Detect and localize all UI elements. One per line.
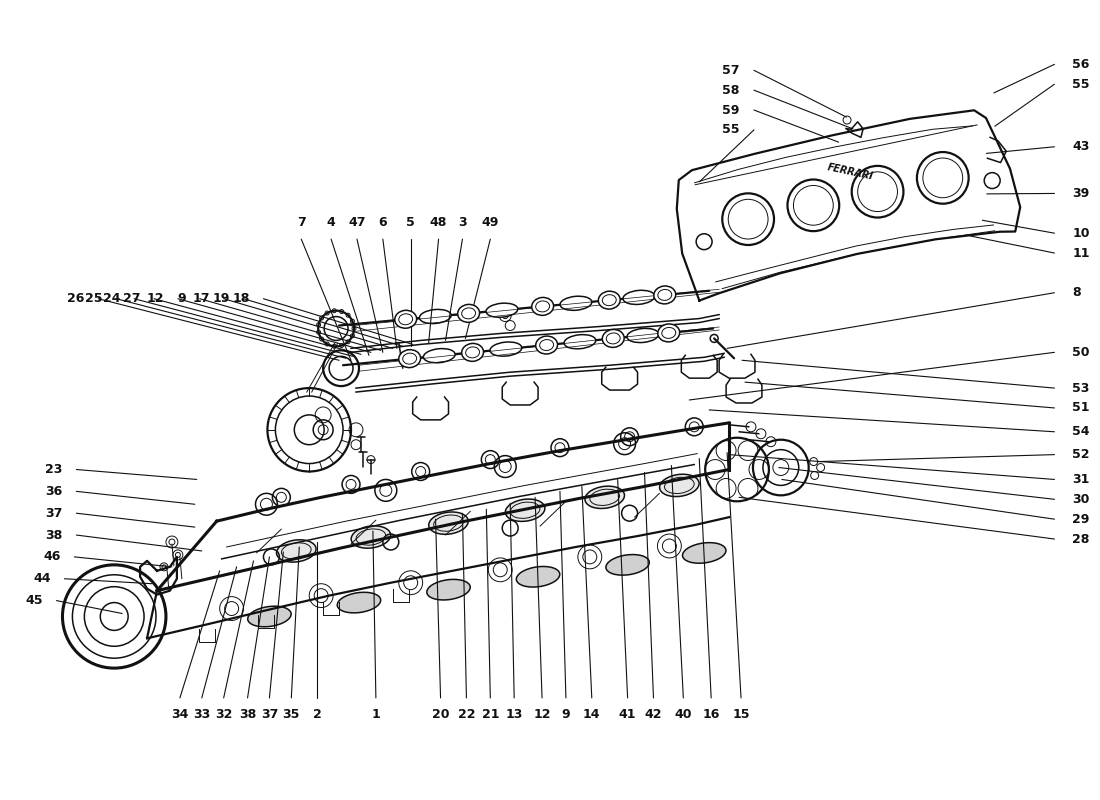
Text: 21: 21 xyxy=(482,708,499,721)
Ellipse shape xyxy=(338,592,381,613)
Text: 30: 30 xyxy=(1072,493,1090,506)
Text: 44: 44 xyxy=(33,572,51,586)
Text: 38: 38 xyxy=(45,529,63,542)
Text: 20: 20 xyxy=(432,708,449,721)
Text: 52: 52 xyxy=(1072,448,1090,461)
Text: 6: 6 xyxy=(378,216,387,229)
Text: 55: 55 xyxy=(722,123,739,136)
Ellipse shape xyxy=(248,606,292,626)
Text: 27: 27 xyxy=(122,292,140,306)
Text: 53: 53 xyxy=(1072,382,1090,394)
Text: 48: 48 xyxy=(430,216,448,229)
Text: 45: 45 xyxy=(25,594,43,607)
Ellipse shape xyxy=(462,343,484,362)
Text: 12: 12 xyxy=(146,292,164,306)
Text: 41: 41 xyxy=(619,708,637,721)
Text: 54: 54 xyxy=(1072,426,1090,438)
Text: 5: 5 xyxy=(406,216,415,229)
Text: 2: 2 xyxy=(312,708,321,721)
Text: 28: 28 xyxy=(1072,533,1090,546)
Text: 14: 14 xyxy=(583,708,601,721)
Text: 8: 8 xyxy=(1072,286,1081,299)
Text: 36: 36 xyxy=(45,485,63,498)
Text: 37: 37 xyxy=(261,708,278,721)
Text: 34: 34 xyxy=(172,708,188,721)
Ellipse shape xyxy=(424,349,455,362)
Text: 56: 56 xyxy=(1072,58,1090,71)
Text: 38: 38 xyxy=(239,708,256,721)
Text: 4: 4 xyxy=(327,216,336,229)
Ellipse shape xyxy=(603,330,624,347)
Text: 37: 37 xyxy=(45,506,63,520)
Ellipse shape xyxy=(598,291,620,309)
Ellipse shape xyxy=(623,290,654,305)
Text: 18: 18 xyxy=(232,292,250,306)
Text: 11: 11 xyxy=(1072,246,1090,259)
Text: 3: 3 xyxy=(458,216,466,229)
Ellipse shape xyxy=(486,303,518,318)
Text: 15: 15 xyxy=(733,708,750,721)
Text: 25: 25 xyxy=(85,292,102,306)
Ellipse shape xyxy=(536,336,558,354)
Ellipse shape xyxy=(276,540,316,562)
Text: 22: 22 xyxy=(458,708,475,721)
Text: 50: 50 xyxy=(1072,346,1090,359)
Text: 9: 9 xyxy=(177,292,186,306)
Ellipse shape xyxy=(429,512,469,534)
Ellipse shape xyxy=(682,542,726,563)
Text: 23: 23 xyxy=(45,463,63,476)
Text: 17: 17 xyxy=(192,292,210,306)
Ellipse shape xyxy=(490,342,521,356)
Text: 55: 55 xyxy=(1072,78,1090,90)
Text: 59: 59 xyxy=(722,103,739,117)
Text: 19: 19 xyxy=(212,292,230,306)
Ellipse shape xyxy=(419,310,451,323)
Text: 33: 33 xyxy=(194,708,210,721)
Ellipse shape xyxy=(351,526,390,548)
Text: 43: 43 xyxy=(1072,140,1090,154)
Ellipse shape xyxy=(427,579,470,600)
Text: 26: 26 xyxy=(67,292,85,306)
Ellipse shape xyxy=(505,499,544,522)
Text: 32: 32 xyxy=(214,708,232,721)
Text: 1: 1 xyxy=(372,708,381,721)
Ellipse shape xyxy=(627,328,659,342)
Ellipse shape xyxy=(531,298,553,315)
Text: 58: 58 xyxy=(722,84,739,97)
Text: 46: 46 xyxy=(43,550,60,563)
Text: 29: 29 xyxy=(1072,513,1090,526)
Text: 51: 51 xyxy=(1072,402,1090,414)
Text: 12: 12 xyxy=(534,708,551,721)
Text: 13: 13 xyxy=(506,708,522,721)
Text: 47: 47 xyxy=(349,216,365,229)
Ellipse shape xyxy=(398,350,420,367)
Text: 39: 39 xyxy=(1072,187,1090,200)
Text: 42: 42 xyxy=(645,708,662,721)
Text: 40: 40 xyxy=(674,708,692,721)
Text: 7: 7 xyxy=(297,216,306,229)
Text: 57: 57 xyxy=(722,64,739,77)
Ellipse shape xyxy=(564,334,596,349)
Ellipse shape xyxy=(660,474,700,497)
Ellipse shape xyxy=(560,296,592,310)
Ellipse shape xyxy=(653,286,675,304)
Ellipse shape xyxy=(395,310,417,328)
Text: 31: 31 xyxy=(1072,473,1090,486)
Text: 35: 35 xyxy=(283,708,300,721)
Text: 49: 49 xyxy=(482,216,499,229)
Ellipse shape xyxy=(658,324,680,342)
Text: 24: 24 xyxy=(102,292,120,306)
Ellipse shape xyxy=(458,304,480,322)
Text: FERRARI: FERRARI xyxy=(826,162,875,182)
Ellipse shape xyxy=(585,486,625,509)
Text: 16: 16 xyxy=(703,708,719,721)
Text: 10: 10 xyxy=(1072,226,1090,240)
Ellipse shape xyxy=(606,554,649,575)
Ellipse shape xyxy=(516,566,560,587)
Text: 9: 9 xyxy=(562,708,570,721)
